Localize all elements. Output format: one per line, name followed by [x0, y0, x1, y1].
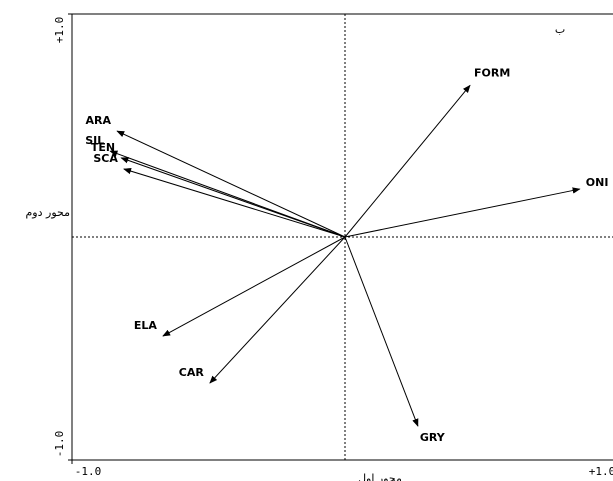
x-axis-title: محور اول: [358, 472, 402, 481]
loading-arrow: [209, 236, 346, 384]
y-axis-title: محور دوم: [25, 206, 70, 219]
point-label: ARA: [86, 114, 112, 127]
point-label: GRY: [420, 431, 446, 444]
loading-arrow: [344, 84, 471, 238]
point-label: SCA: [93, 152, 118, 165]
panel-letter: ب: [555, 23, 565, 36]
point-label: SIL: [85, 134, 104, 147]
x-tick-label: +1.0: [589, 465, 613, 478]
loading-arrow: [120, 157, 346, 238]
point-label: FORM: [474, 66, 510, 79]
loading-arrow: [344, 187, 581, 238]
point-label: CAR: [179, 366, 205, 379]
y-tick-label: +1.0: [53, 17, 66, 44]
loading-arrow: [162, 236, 346, 337]
loading-arrow: [344, 236, 419, 427]
loading-arrow: [123, 168, 346, 238]
point-label: ELA: [134, 319, 158, 332]
y-tick-label: -1.0: [53, 431, 66, 458]
x-tick-label: -1.0: [75, 465, 102, 478]
point-label: ONI: [586, 176, 609, 189]
point-label: TEN: [91, 141, 115, 154]
loading-arrow: [116, 130, 346, 238]
